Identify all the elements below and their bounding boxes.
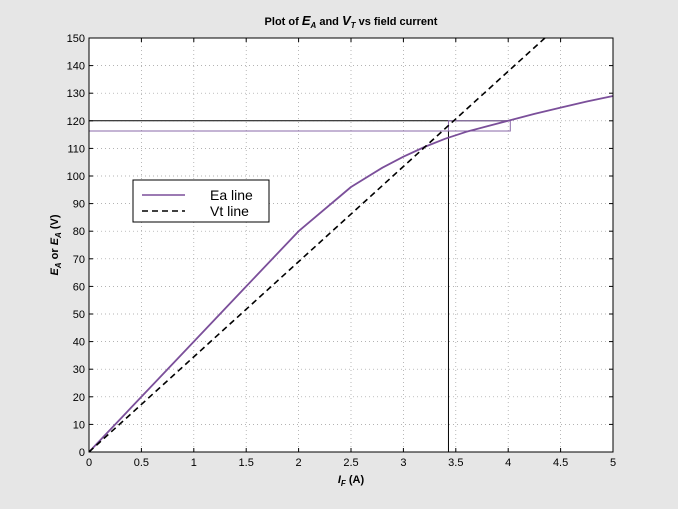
x-tick-label: 0.5	[134, 457, 149, 469]
data-series	[88, 37, 614, 453]
legend-label-ea-line: Ea line	[210, 187, 253, 203]
y-tick-label: 110	[67, 143, 85, 155]
y-tick-label: 90	[73, 199, 85, 211]
legend: Ea line Vt line	[132, 179, 270, 223]
grid-lines	[89, 38, 613, 452]
y-tick-label: 20	[73, 392, 85, 404]
y-tick-label: 130	[67, 88, 85, 100]
y-tick-label: 0	[79, 447, 85, 459]
legend-label-vt-line: Vt line	[210, 203, 249, 219]
legend-box	[132, 179, 270, 223]
x-tick-label: 4	[505, 457, 511, 469]
y-tick-label: 30	[73, 364, 85, 376]
x-tick-label: 5	[610, 457, 616, 469]
x-axis-label: IF (A)	[338, 474, 365, 488]
x-tick-label: 3.5	[448, 457, 463, 469]
y-tick-label: 50	[73, 309, 85, 321]
y-axis-label: EA or EA (V)	[49, 214, 63, 275]
x-tick-label: 1.5	[239, 457, 254, 469]
y-tick-label: 60	[73, 281, 85, 293]
x-tick-label: 2.5	[343, 457, 358, 469]
y-tick-label: 80	[73, 226, 85, 238]
chart-title: Plot of EA and VT vs field current	[265, 13, 438, 30]
y-tick-label: 140	[67, 61, 85, 73]
y-tick-label: 70	[73, 254, 85, 266]
x-tick-label: 0	[86, 457, 92, 469]
vt-line-series	[88, 37, 546, 453]
y-tick-label: 120	[67, 116, 85, 128]
x-tick-label: 2	[296, 457, 302, 469]
y-tick-label: 150	[67, 33, 85, 45]
plot-area	[89, 38, 613, 452]
y-tick-label: 40	[73, 337, 85, 349]
x-tick-label: 1	[191, 457, 197, 469]
axis-ticks: 0 0.5 1 1.5 2 2.5 3 3.5 4 4.5 50102030405060708090…	[67, 33, 616, 469]
y-tick-label: 10	[73, 419, 85, 431]
x-tick-label: 4.5	[553, 457, 568, 469]
annotation-lines	[89, 120, 511, 452]
y-tick-label: 100	[67, 171, 85, 183]
x-tick-label: 3	[400, 457, 406, 469]
